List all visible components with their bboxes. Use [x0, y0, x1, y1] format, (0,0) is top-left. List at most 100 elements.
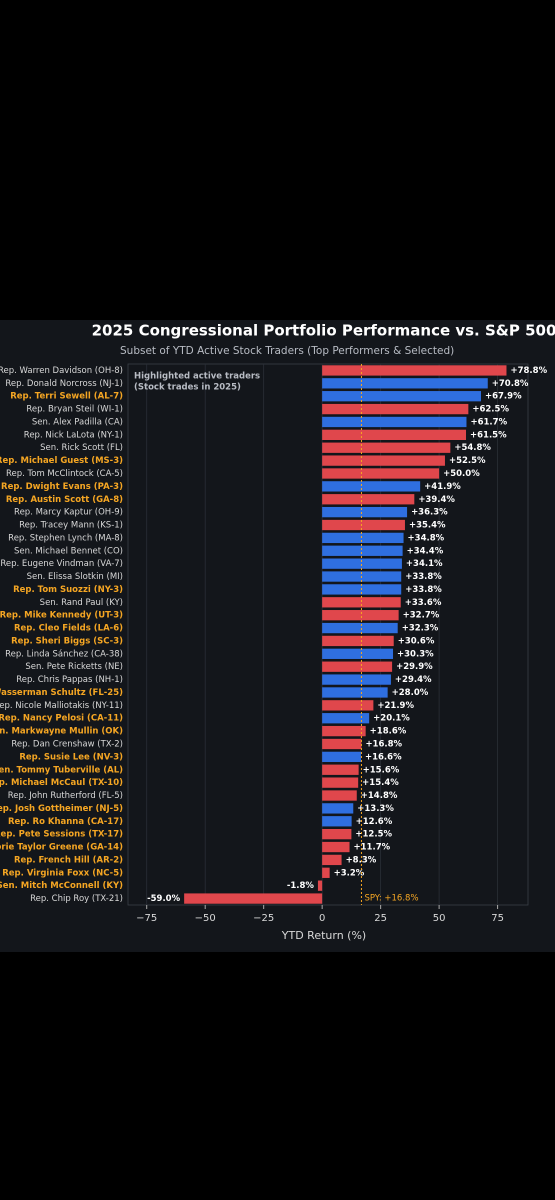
value-label: +41.9%	[424, 482, 461, 492]
bar	[322, 816, 352, 827]
bar	[184, 893, 323, 904]
value-label: +62.5%	[472, 405, 509, 415]
value-label: +33.8%	[405, 572, 442, 582]
value-label: +34.8%	[408, 533, 445, 543]
bar	[322, 764, 359, 775]
y-tick-label: Rep. John Rutherford (FL-5)	[8, 791, 123, 801]
y-tick-label: Rep. Warren Davidson (OH-8)	[0, 366, 123, 376]
y-tick-label: Rep. Tom Suozzi (NY-3)	[13, 585, 123, 595]
value-label: +34.4%	[407, 546, 444, 556]
value-label: +12.6%	[356, 817, 393, 827]
y-tick-label: Rep. Mike Kennedy (UT-3)	[0, 611, 123, 621]
bar	[322, 391, 481, 402]
y-tick-label: Rep. Bryan Steil (WI-1)	[26, 405, 123, 415]
value-label: +70.8%	[492, 379, 529, 389]
value-label: +13.3%	[357, 804, 394, 814]
bar	[322, 519, 405, 531]
value-label: +52.5%	[449, 456, 486, 466]
y-tick-label: Sen. Alex Padilla (CA)	[32, 417, 123, 427]
value-label: +54.8%	[454, 443, 491, 453]
bar	[322, 738, 362, 750]
value-label: +61.7%	[470, 417, 507, 427]
y-tick-label: Sen. Michael Bennet (CO)	[14, 546, 123, 556]
x-tick-label: 75	[491, 913, 504, 924]
y-tick-label: Rep. Josh Gottheimer (NJ-5)	[0, 804, 123, 814]
value-label: +32.3%	[402, 624, 439, 634]
value-label: +14.8%	[361, 791, 398, 801]
bar	[322, 597, 401, 608]
bar	[322, 777, 359, 788]
value-label: +16.6%	[365, 752, 402, 762]
value-label: +29.4%	[395, 675, 432, 685]
y-tick-label: Rep. Nicole Malliotakis (NY-11)	[0, 701, 123, 711]
bar	[322, 867, 330, 878]
y-tick-label: Sen. Rand Paul (KY)	[40, 598, 123, 608]
y-tick-label: Rep. Michael Guest (MS-3)	[0, 456, 123, 466]
value-label: +15.4%	[362, 778, 399, 788]
value-label: +61.5%	[470, 430, 507, 440]
y-tick-label: Sen. Rick Scott (FL)	[40, 443, 123, 453]
y-tick-label: Rep. Nick LaLota (NY-1)	[24, 430, 123, 440]
annotation: Highlighted active traders	[134, 372, 260, 382]
value-label: +28.0%	[392, 688, 429, 698]
y-tick-label: Rep. Dan Crenshaw (TX-2)	[11, 739, 123, 749]
y-tick-label: Rep. Nancy Pelosi (CA-11)	[0, 714, 123, 724]
y-tick-label: Sen. Mitch McConnell (KY)	[0, 881, 123, 891]
x-tick-label: −75	[136, 913, 157, 924]
reference-label: SPY: +16.8%	[364, 894, 418, 904]
y-tick-label: Rep. Linda Sánchez (CA-38)	[5, 649, 123, 659]
x-tick-label: 25	[374, 913, 387, 924]
value-label: +35.4%	[409, 521, 446, 531]
y-tick-label: Rep. Chris Pappas (NH-1)	[16, 675, 123, 685]
value-label: +16.8%	[365, 739, 402, 749]
value-label: +15.6%	[363, 765, 400, 775]
y-tick-label: Rep. Marcy Kaptur (OH-9)	[14, 508, 123, 518]
bar	[322, 829, 352, 840]
value-label: +39.4%	[418, 495, 455, 505]
x-tick-label: −50	[195, 913, 216, 924]
y-tick-label: Rep. Pete Sessions (TX-17)	[0, 830, 123, 840]
value-label: +29.9%	[396, 662, 433, 672]
bar	[322, 841, 350, 853]
annotation: (Stock trades in 2025)	[134, 383, 241, 393]
value-label: +50.0%	[443, 469, 480, 479]
bar	[322, 378, 488, 389]
y-tick-label: Rep. Terri Sewell (AL-7)	[10, 392, 123, 402]
value-label: +12.5%	[355, 830, 392, 840]
value-label: +20.1%	[373, 714, 410, 724]
y-tick-label: Sen. Tommy Tuberville (AL)	[0, 765, 123, 775]
bar	[322, 661, 393, 672]
y-tick-label: Rep. Dwight Evans (PA-3)	[1, 482, 123, 492]
value-label: +18.6%	[370, 727, 407, 737]
bar	[322, 790, 357, 801]
bar	[322, 403, 469, 415]
x-tick-label: −25	[253, 913, 274, 924]
bar	[322, 506, 408, 518]
value-label: +21.9%	[377, 701, 414, 711]
bar	[322, 622, 398, 634]
bar	[322, 481, 421, 492]
value-label: +67.9%	[485, 392, 522, 402]
bar	[322, 558, 402, 569]
y-tick-label: Rep. Eugene Vindman (VA-7)	[0, 559, 123, 569]
bar	[322, 674, 391, 685]
bar	[322, 429, 467, 440]
bar	[322, 687, 388, 698]
y-tick-label: Rep. Sheri Biggs (SC-3)	[11, 636, 123, 646]
bar	[322, 854, 342, 866]
y-tick-label: Rep. Chip Roy (TX-21)	[30, 894, 123, 904]
value-label: -59.0%	[147, 894, 180, 904]
chart-subtitle: Subset of YTD Active Stock Traders (Top …	[120, 345, 454, 357]
bar	[322, 416, 467, 428]
y-tick-label: Rep. Stephen Lynch (MA-8)	[8, 533, 123, 543]
y-tick-label: Rep. Austin Scott (GA-8)	[6, 495, 123, 505]
y-tick-label: Rep. Virginia Foxx (NC-5)	[2, 868, 123, 878]
bar	[322, 648, 394, 659]
y-tick-label: Sen. Markwayne Mullin (OK)	[0, 727, 123, 737]
value-label: +11.7%	[354, 843, 391, 853]
x-axis-label: YTD Return (%)	[281, 929, 366, 942]
y-tick-label: Rep. Michael McCaul (TX-10)	[0, 778, 123, 788]
plot-frame	[127, 363, 529, 906]
bar	[322, 365, 507, 376]
bar	[322, 713, 370, 724]
